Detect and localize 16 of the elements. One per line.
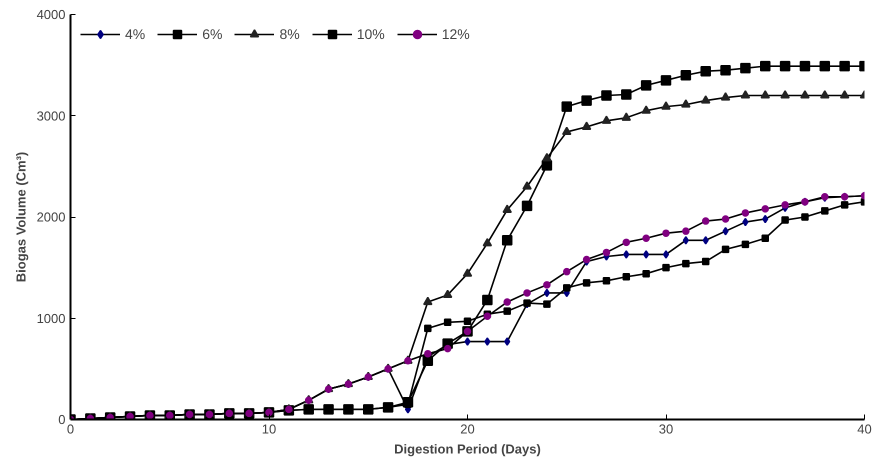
x-tick-label: 10: [262, 422, 276, 436]
y-axis-title: Biogas Volume (Cm³): [14, 152, 29, 282]
x-tick-label: 30: [658, 422, 674, 436]
y-tick-label: 4000: [36, 7, 66, 22]
x-axis-title: Digestion Period (Days): [394, 442, 541, 456]
legend-label: 4%: [125, 26, 146, 42]
x-tick-label: 40: [857, 422, 872, 436]
y-tick-label: 1000: [36, 310, 66, 326]
legend-label: 8%: [279, 26, 300, 42]
x-tick-label: 20: [460, 422, 475, 436]
y-tick-label: 0: [58, 412, 66, 427]
y-tick-label: 3000: [36, 108, 66, 124]
legend-label: 6%: [202, 26, 222, 42]
legend-label: 12%: [442, 26, 470, 42]
legend-label: 10%: [356, 26, 385, 42]
y-tick-label: 2000: [36, 210, 66, 224]
